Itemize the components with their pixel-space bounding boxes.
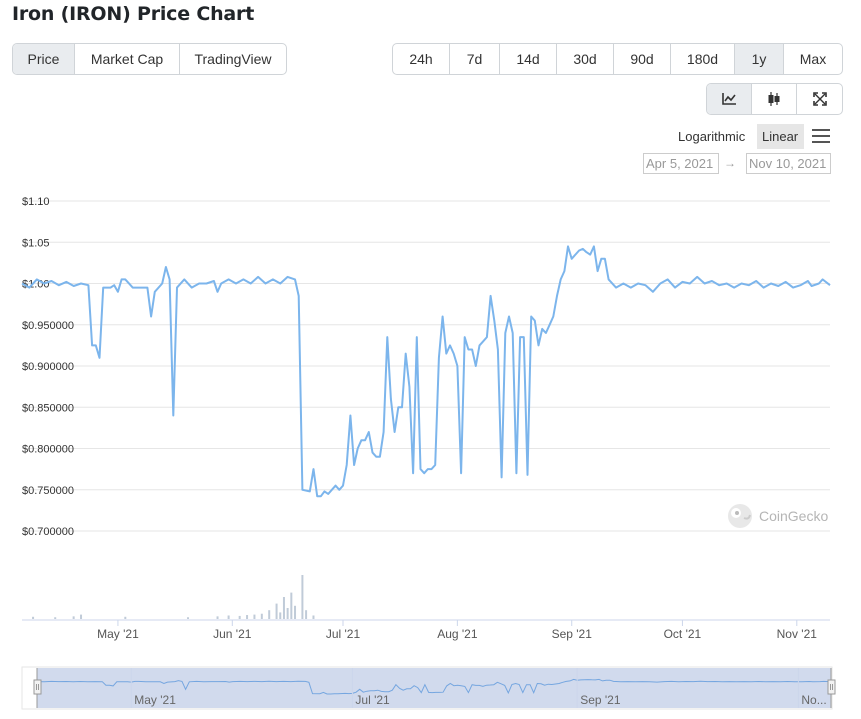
volume-bar [32,616,35,619]
range-30d[interactable]: 30d [557,44,614,74]
volume-bar [312,615,315,619]
volume-bar [305,610,308,619]
candlestick-button[interactable] [752,84,797,114]
y-tick-label: $0.850000 [22,402,74,414]
range-90d[interactable]: 90d [614,44,671,74]
line-chart-button[interactable] [707,84,752,114]
menu-icon[interactable] [812,129,830,143]
y-tick-label: $0.950000 [22,320,74,332]
volume-bar [301,575,304,619]
x-tick-label: Aug '21 [437,627,478,641]
volume-bar [216,616,219,619]
volume-bar [253,614,256,619]
logarithmic-button[interactable]: Logarithmic [678,129,746,144]
volume-bar [72,616,75,619]
volume-bar [54,617,57,619]
volume-bar [279,612,282,619]
line-chart-icon [722,93,736,105]
x-tick-label: Nov '21 [777,627,818,641]
range-7d[interactable]: 7d [450,44,500,74]
x-tick-label: May '21 [97,627,139,641]
volume-bar [294,605,297,619]
navigator-right-handle[interactable] [827,679,836,695]
volume-bar [275,603,278,619]
volume-bar [286,608,289,619]
range-14d[interactable]: 14d [500,44,557,74]
linear-button[interactable]: Linear [762,129,799,144]
coingecko-watermark: CoinGecko [728,504,828,528]
volume-bar [227,615,230,619]
x-tick-label: Jun '21 [213,627,252,641]
date-from-input[interactable]: Apr 5, 2021 [643,153,719,174]
volume-bar [187,617,190,619]
tab-market-cap[interactable]: Market Cap [75,44,180,74]
navigator-tick-label: May '21 [134,693,176,707]
tab-price[interactable]: Price [13,44,75,74]
volume-bar [290,592,293,619]
volume-bar [282,597,285,619]
range-24h[interactable]: 24h [393,44,450,74]
x-tick-label: Jul '21 [326,627,361,641]
y-tick-label: $1.05 [22,237,50,249]
tab-tradingview[interactable]: TradingView [194,51,272,67]
y-tick-label: $0.900000 [22,361,74,373]
date-arrow: → [724,156,736,170]
navigator-mask[interactable] [37,668,831,708]
volume-bar [268,610,271,619]
navigator-left-handle[interactable] [33,679,42,695]
range-selector: 24h 7d 14d 30d 90d 180d 1y Max [392,43,843,75]
candlestick-icon [768,92,780,106]
y-tick-label: $0.750000 [22,485,74,497]
volume-bar [246,615,249,619]
y-tick-label: $0.700000 [22,526,74,538]
navigator-series-line [36,678,832,695]
date-to-input[interactable]: Nov 10, 2021 [746,153,831,174]
x-tick-label: Oct '21 [664,627,702,641]
volume-bar [260,613,263,619]
price-series-line [21,245,831,498]
navigator-tick-label: Jul '21 [355,693,390,707]
navigator-tick-label: Sep '21 [580,693,621,707]
navigator-tick-label: No... [801,693,826,707]
volume-bar [80,614,83,619]
y-tick-label: $1.10 [22,196,50,208]
watermark-text: CoinGecko [759,508,828,524]
volume-bar [238,615,241,619]
expand-button[interactable] [797,84,842,114]
x-tick-label: Sep '21 [552,627,593,641]
linear-active-bg [757,124,804,149]
volume-bar [124,616,127,619]
range-max[interactable]: Max [799,51,827,67]
chart-tabs: Price Market Cap TradingView [12,43,287,75]
y-tick-label: $0.800000 [22,444,74,456]
page-title: Iron (IRON) Price Chart [12,3,255,25]
range-180d[interactable]: 180d [671,44,735,74]
chart-type-selector [706,83,843,115]
range-1y[interactable]: 1y [735,44,784,74]
expand-icon [812,92,827,106]
